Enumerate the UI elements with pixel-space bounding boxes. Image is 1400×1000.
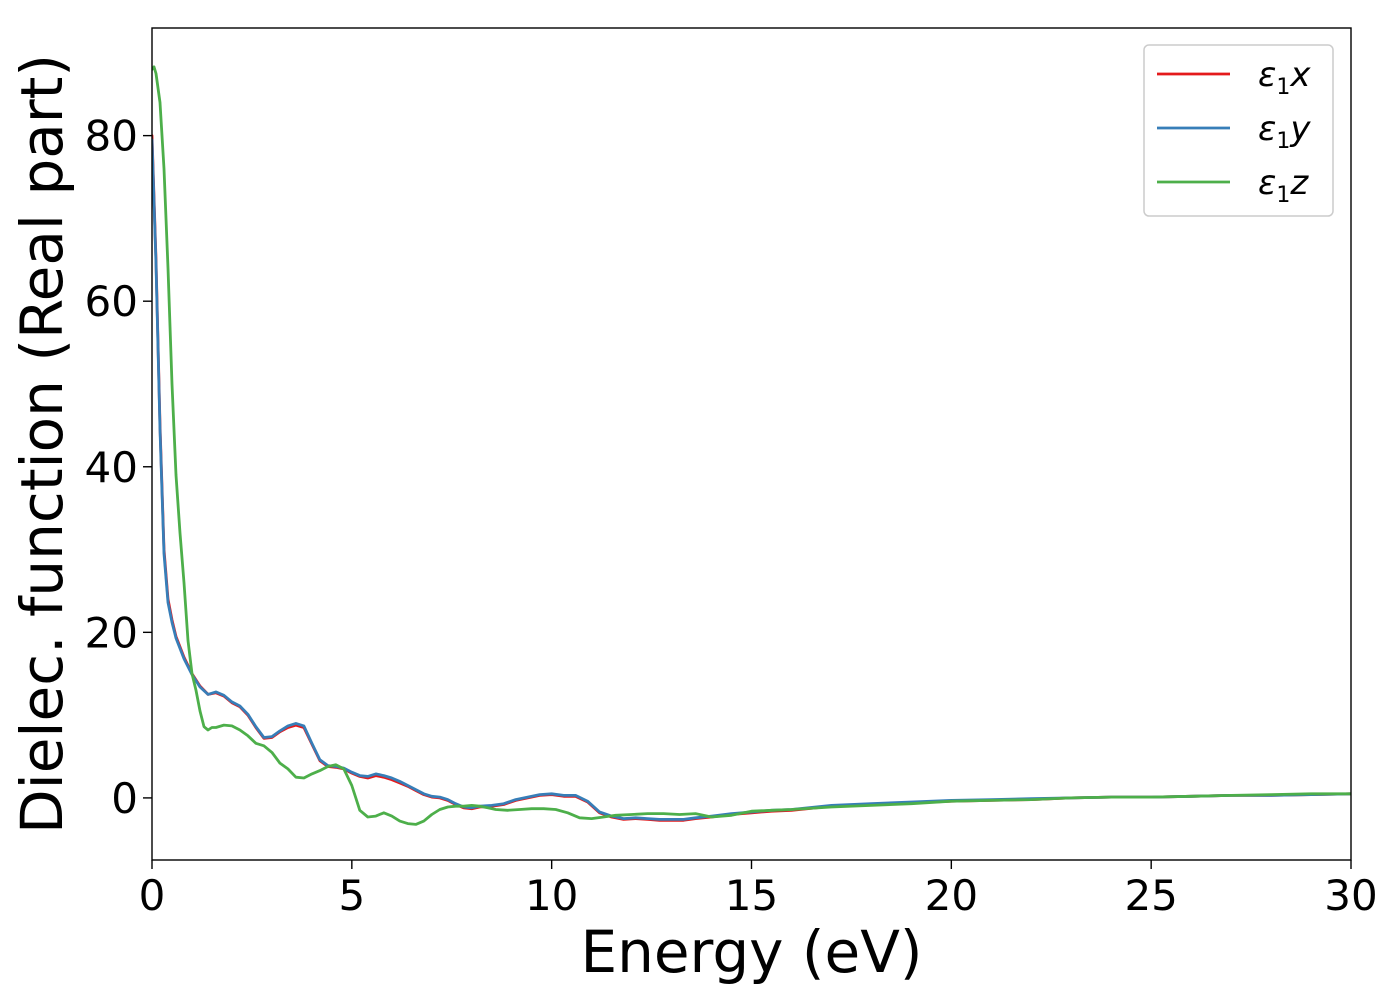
x-axis-ticks: 0 5 10 15 20 25 30 bbox=[139, 860, 1378, 920]
y-tick-label: 80 bbox=[85, 112, 138, 161]
legend-label-z: ε1z bbox=[1258, 163, 1309, 208]
plot-lines bbox=[152, 65, 1351, 826]
legend-label-x: ε1x bbox=[1258, 55, 1311, 100]
x-tick-label: 20 bbox=[925, 871, 978, 920]
y-axis-ticks: 0 20 40 60 80 bbox=[85, 112, 152, 823]
x-tick-label: 0 bbox=[139, 871, 166, 920]
series-line-x bbox=[152, 134, 1351, 822]
x-tick-label: 5 bbox=[338, 871, 365, 920]
y-tick-label: 0 bbox=[111, 774, 138, 823]
legend-items: ε1x ε1y ε1z bbox=[1157, 55, 1311, 208]
y-tick-label: 20 bbox=[85, 608, 138, 657]
x-axis-title: Energy (eV) bbox=[580, 918, 922, 986]
y-tick-label: 40 bbox=[85, 443, 138, 492]
x-tick-label: 25 bbox=[1124, 871, 1177, 920]
legend-box bbox=[1143, 44, 1334, 217]
x-tick-label: 15 bbox=[725, 871, 778, 920]
series-line-y bbox=[152, 138, 1351, 821]
x-tick-label: 10 bbox=[525, 871, 578, 920]
x-tick-label: 30 bbox=[1324, 871, 1377, 920]
series-line-z bbox=[152, 65, 1351, 826]
y-tick-label: 60 bbox=[85, 277, 138, 326]
legend-label-y: ε1y bbox=[1258, 109, 1311, 154]
legend: ε1x ε1y ε1z bbox=[1143, 44, 1334, 217]
y-axis-title: Dielec. function (Real part) bbox=[8, 54, 76, 834]
